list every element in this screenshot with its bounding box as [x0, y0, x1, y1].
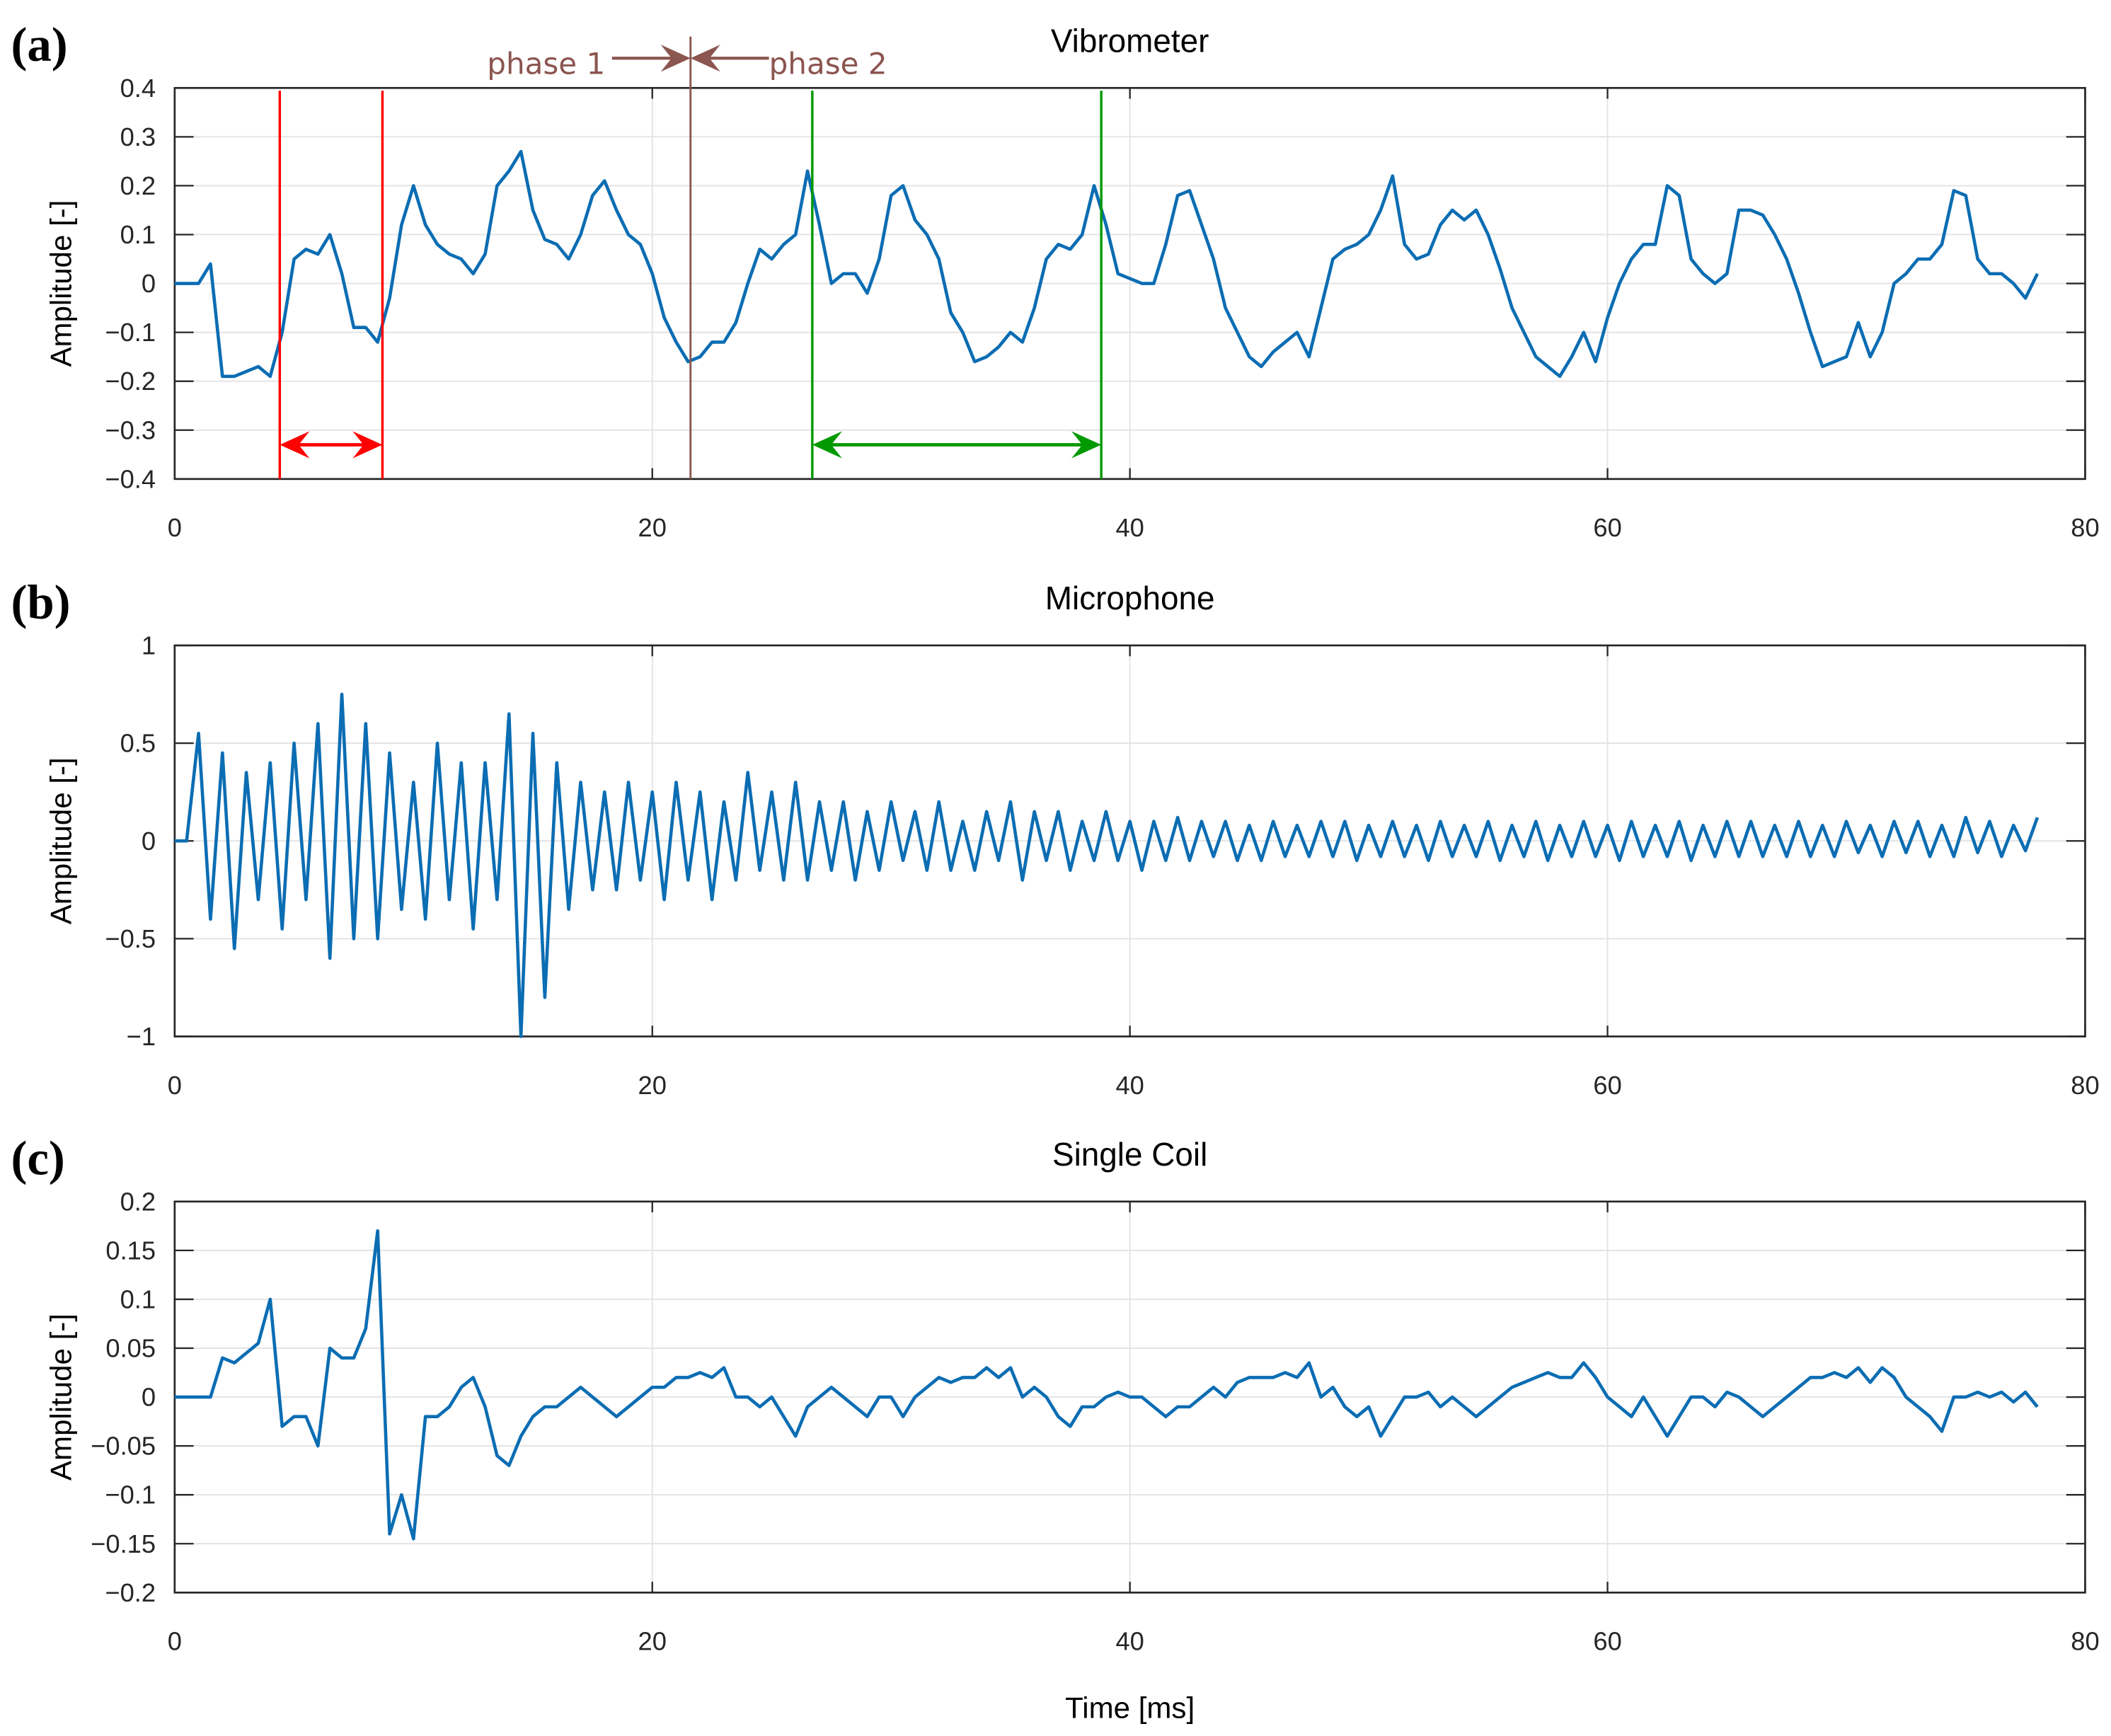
y-axis-label: Amplitude [-] [45, 1314, 78, 1481]
x-tick-label: 40 [1115, 1627, 1144, 1656]
y-tick-label: 0.3 [120, 122, 156, 151]
y-axis-label: Amplitude [-] [45, 200, 78, 367]
arrow-head [1071, 431, 1102, 459]
x-tick-label: 60 [1593, 1071, 1621, 1100]
panel-label: (a) [11, 18, 67, 71]
y-tick-label: −0.3 [105, 415, 156, 444]
y-tick-label: 0.5 [120, 729, 156, 758]
x-tick-label: 60 [1593, 513, 1621, 542]
arrow-head [660, 45, 691, 72]
signal-line [174, 149, 2040, 379]
x-tick-label: 80 [2071, 1627, 2099, 1656]
signal-line [174, 692, 2040, 1038]
panel-label: (b) [11, 575, 70, 629]
x-tick-label: 80 [2071, 513, 2099, 542]
x-tick-label: 60 [1593, 1627, 1621, 1656]
y-tick-label: 1 [142, 631, 156, 660]
x-tick-label: 0 [168, 513, 182, 542]
y-tick-label: 0 [142, 1383, 156, 1412]
x-tick-label: 40 [1115, 1071, 1144, 1100]
x-tick-label: 20 [638, 513, 667, 542]
y-tick-label: −0.2 [105, 367, 156, 396]
y-tick-label: 0 [142, 269, 156, 298]
x-tick-label: 80 [2071, 1071, 2099, 1100]
chart-title: Vibrometer [1051, 22, 1209, 59]
x-tick-label: 20 [638, 1627, 667, 1656]
x-axis-label: Time [ms] [1065, 1691, 1195, 1724]
y-tick-label: 0.4 [120, 74, 156, 103]
x-tick-label: 20 [638, 1071, 667, 1100]
arrow-head [352, 431, 383, 459]
x-tick-label: 40 [1115, 513, 1144, 542]
x-tick-label: 0 [168, 1071, 182, 1100]
panel-label: (c) [11, 1132, 64, 1185]
chart-title: Microphone [1045, 580, 1215, 616]
arrow-head [280, 431, 310, 459]
y-tick-label: −0.1 [105, 1481, 156, 1510]
arrow-head [690, 45, 720, 72]
y-tick-label: −1 [127, 1022, 156, 1051]
chart-title: Single Coil [1052, 1136, 1207, 1173]
y-axis-label: Amplitude [-] [45, 757, 78, 924]
y-tick-label: 0.2 [120, 1187, 156, 1216]
y-tick-label: 0.1 [120, 1284, 156, 1314]
y-tick-label: −0.4 [105, 464, 156, 493]
y-tick-label: −0.2 [105, 1578, 156, 1607]
y-tick-label: −0.1 [105, 318, 156, 347]
y-tick-label: 0.2 [120, 171, 156, 200]
phase-label: phase 1 [487, 46, 605, 81]
y-tick-label: 0.1 [120, 220, 156, 249]
arrow-head [812, 431, 842, 459]
phase-label: phase 2 [769, 46, 887, 81]
y-tick-label: −0.5 [105, 924, 156, 953]
y-tick-label: 0.15 [105, 1236, 156, 1265]
y-tick-label: −0.05 [91, 1432, 156, 1461]
y-tick-label: 0 [142, 827, 156, 856]
y-tick-label: −0.15 [91, 1529, 156, 1558]
signal-line [174, 1229, 2039, 1541]
y-tick-label: 0.05 [105, 1333, 156, 1362]
x-tick-label: 0 [168, 1627, 182, 1656]
